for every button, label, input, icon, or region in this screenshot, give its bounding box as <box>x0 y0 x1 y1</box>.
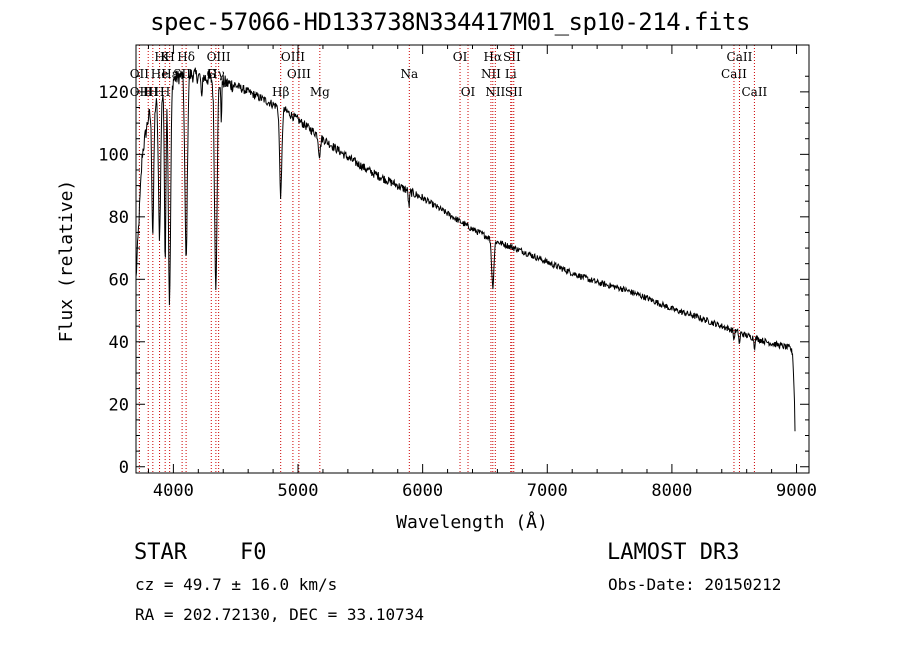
y-tick-label: 120 <box>98 83 129 103</box>
y-tick-label: 40 <box>109 333 129 353</box>
line-marker-label: OIII <box>207 50 231 64</box>
line-marker-label: H <box>154 85 164 99</box>
line-marker-label: Hδ <box>177 50 195 64</box>
x-tick-label: 6000 <box>402 481 443 501</box>
line-marker-label: NII <box>485 85 505 99</box>
y-axis-label: Flux (relative) <box>56 180 77 343</box>
line-marker-label: Hγ <box>207 67 225 81</box>
line-marker-label: OI <box>453 50 468 64</box>
line-marker-label: H <box>148 85 158 99</box>
line-marker-label: NII <box>481 67 501 81</box>
line-marker-label: H <box>154 50 164 64</box>
x-axis: 4000 5000 6000 7000 8000 9000 <box>147 45 817 501</box>
line-marker-label: OIII <box>287 67 311 81</box>
x-tick-label: 5000 <box>278 481 319 501</box>
x-tick-label: 4000 <box>153 481 194 501</box>
y-tick-label: 20 <box>109 395 129 415</box>
line-marker-label: SII <box>505 85 523 99</box>
survey-name: LAMOST DR3 <box>607 540 740 565</box>
obs-date: Obs-Date: 20150212 <box>608 575 782 594</box>
y-tick-label: 0 <box>119 458 129 478</box>
y-tick-label: 100 <box>98 145 129 165</box>
y-tick-label: 60 <box>109 270 129 290</box>
line-marker-label: He <box>151 67 169 81</box>
spectral-subclass: F0 <box>240 540 267 565</box>
x-tick-label: 9000 <box>776 481 817 501</box>
line-marker-label: Li <box>505 67 517 81</box>
line-marker-label: OI <box>461 85 476 99</box>
line-marker-label: OII <box>130 67 150 81</box>
line-marker-label: CaII <box>721 67 747 81</box>
line-marker-label: Hα <box>484 50 503 64</box>
line-markers: OIIOIIHHHHeHKHHHεSIIHδGHγOIIIHβOIIIOIIIM… <box>130 45 768 473</box>
x-tick-label: 8000 <box>651 481 692 501</box>
chart-title: spec-57066-HD133738N334417M01_sp10-214.f… <box>150 8 750 36</box>
coordinates: RA = 202.72130, DEC = 33.10734 <box>135 605 424 624</box>
line-marker-label: H <box>164 50 174 64</box>
line-marker-label: CaII <box>727 50 753 64</box>
line-marker-label: CaII <box>741 85 767 99</box>
line-marker-label: Mg <box>310 85 330 99</box>
y-tick-label: 80 <box>109 208 129 228</box>
line-marker-label: G <box>206 67 216 81</box>
object-class: STAR <box>134 540 187 565</box>
x-tick-label: 7000 <box>527 481 568 501</box>
redshift-info: cz = 49.7 ± 16.0 km/s <box>135 575 338 594</box>
line-marker-label: Na <box>400 67 418 81</box>
line-marker-label: H <box>160 85 170 99</box>
line-marker-label: Hε <box>161 67 178 81</box>
spectrum-line <box>135 67 796 432</box>
x-axis-label: Wavelength (Å) <box>396 511 548 533</box>
spectrum-plot <box>135 67 796 432</box>
line-marker-label: K <box>161 50 171 64</box>
line-marker-label: OIII <box>281 50 305 64</box>
line-marker-label: SII <box>503 50 521 64</box>
line-marker-label: H <box>143 85 153 99</box>
plot-frame <box>135 44 810 474</box>
y-axis: 0 20 40 60 80 100 120 <box>98 75 809 478</box>
line-marker-label: Hβ <box>272 85 289 99</box>
